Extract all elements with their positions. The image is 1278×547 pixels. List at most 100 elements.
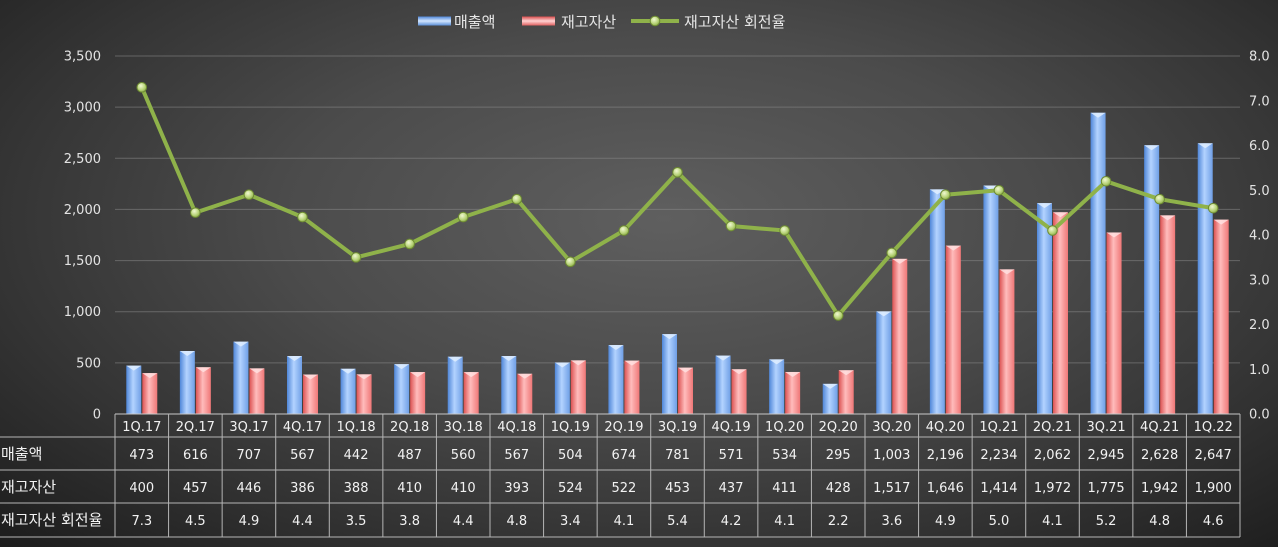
table-cell: 2.2 — [828, 514, 849, 529]
table-cell: 4.4 — [292, 514, 313, 529]
bar-cap-series-0-1 — [179, 350, 195, 356]
table-cell: 4.8 — [1149, 514, 1170, 529]
table-cell: 4.6 — [1203, 514, 1224, 529]
bar-series-1-15 — [945, 245, 961, 414]
line-point-series-2-18 — [1100, 176, 1112, 187]
y2-tick-label: 7.0 — [1249, 94, 1270, 109]
line-point-series-2-13 — [832, 310, 844, 321]
line-point-series-2-19 — [1154, 193, 1165, 205]
category-label: 3Q.20 — [872, 420, 911, 435]
legend: 매출액 재고자산 재고자산 회전율 — [418, 13, 785, 31]
bar-cap-series-0-9 — [608, 345, 624, 351]
y2-tick-label: 3.0 — [1249, 273, 1270, 288]
bar-series-1-4 — [356, 374, 372, 414]
table-cell: 2,196 — [927, 448, 964, 463]
bar-series-1-7 — [517, 373, 533, 414]
bar-series-0-3 — [287, 356, 302, 414]
table-cell: 386 — [290, 481, 315, 496]
bar-series-0-14 — [876, 311, 892, 414]
bar-cap-series-1-11 — [731, 369, 747, 375]
bar-cap-series-1-6 — [463, 372, 479, 378]
line-point-series-2-14 — [886, 247, 898, 259]
bar-cap-series-1-0 — [142, 373, 158, 379]
table-cell: 1,775 — [1087, 481, 1124, 496]
line-point-series-2-1 — [190, 207, 201, 218]
table-cell: 453 — [665, 481, 690, 496]
table-cell: 5.0 — [989, 514, 1010, 529]
bar-series-0-20 — [1197, 143, 1213, 415]
table-cell: 4.4 — [453, 514, 474, 529]
bar-cap-series-1-7 — [517, 373, 533, 379]
legend-item-1: 재고자산 — [522, 13, 616, 31]
table-cell: 1,003 — [873, 448, 910, 463]
category-label: 1Q.18 — [336, 420, 375, 435]
legend-swatch-bar — [522, 16, 555, 26]
bar-cap-series-0-2 — [233, 341, 249, 347]
line-point-series-2-8 — [565, 256, 576, 268]
table-cell: 393 — [504, 481, 529, 496]
bar-series-0-4 — [340, 368, 356, 414]
bar-cap-series-1-14 — [892, 258, 908, 264]
bar-series — [126, 112, 1229, 415]
legend-swatch-marker — [649, 15, 661, 27]
category-label: 4Q.21 — [1140, 420, 1179, 435]
bar-cap-series-0-14 — [876, 311, 892, 317]
category-label: 1Q.20 — [765, 420, 804, 435]
table-cell: 616 — [183, 448, 208, 463]
line-point-series-2-5 — [404, 238, 415, 250]
bar-series-0-6 — [447, 356, 463, 414]
bar-cap-series-1-18 — [1106, 232, 1122, 238]
bar-cap-series-1-17 — [1053, 212, 1068, 218]
table-cell: 1,517 — [873, 481, 910, 496]
y2-tick-label: 1.0 — [1249, 363, 1270, 378]
category-label: 3Q.19 — [658, 420, 697, 435]
line-point-series-2-7 — [511, 193, 523, 205]
bar-series-1-0 — [142, 373, 158, 414]
bar-cap-series-0-10 — [662, 334, 677, 340]
line-point-series-2-2 — [243, 189, 255, 201]
bar-series-1-10 — [678, 367, 693, 414]
bar-cap-series-0-6 — [447, 356, 463, 362]
bar-series-1-16 — [999, 269, 1015, 414]
bar-series-1-6 — [463, 372, 479, 414]
category-label: 2Q.21 — [1033, 420, 1072, 435]
line-point-series-2-11 — [725, 220, 737, 232]
legend-label: 매출액 — [454, 13, 495, 31]
category-label: 2Q.18 — [390, 420, 429, 435]
bar-series-1-2 — [249, 368, 265, 414]
bar-series-1-20 — [1213, 219, 1229, 414]
category-label: 2Q.19 — [604, 420, 643, 435]
category-label: 1Q.17 — [122, 420, 161, 435]
table-cell: 411 — [772, 481, 797, 496]
table-cell: 4.1 — [1042, 514, 1063, 529]
legend-label: 재고자산 — [561, 13, 616, 31]
bar-series-1-12 — [785, 371, 801, 414]
bar-series-1-1 — [195, 367, 211, 414]
table-cell: 2,628 — [1141, 448, 1178, 463]
y-tick-label: 0 — [93, 408, 101, 423]
table-cell: 781 — [665, 448, 690, 463]
bar-cap-series-0-20 — [1197, 143, 1213, 149]
table-cell: 487 — [397, 448, 422, 463]
table-cell: 410 — [397, 481, 422, 496]
bar-series-1-5 — [410, 372, 426, 414]
category-label: 2Q.17 — [176, 420, 215, 435]
table-cell: 3.4 — [560, 514, 581, 529]
y2-tick-label: 0.0 — [1249, 408, 1270, 423]
y-tick-label: 3,500 — [64, 50, 101, 65]
bar-cap-series-0-5 — [394, 364, 410, 370]
table-cell: 707 — [237, 448, 262, 463]
table-cell: 5.4 — [667, 514, 688, 529]
table-cell: 457 — [183, 481, 208, 496]
bar-cap-series-1-8 — [570, 360, 586, 366]
category-label: 4Q.17 — [283, 420, 322, 435]
table-cell: 534 — [772, 448, 797, 463]
table-cell: 4.1 — [614, 514, 635, 529]
line-series-2 — [139, 86, 1214, 318]
bar-cap-series-1-16 — [999, 269, 1015, 275]
category-label: 3Q.18 — [444, 420, 483, 435]
legend-item-2: 재고자산 회전율 — [631, 13, 785, 31]
category-label: 4Q.19 — [711, 420, 750, 435]
table-cell: 522 — [612, 481, 637, 496]
table-cell: 524 — [558, 481, 583, 496]
